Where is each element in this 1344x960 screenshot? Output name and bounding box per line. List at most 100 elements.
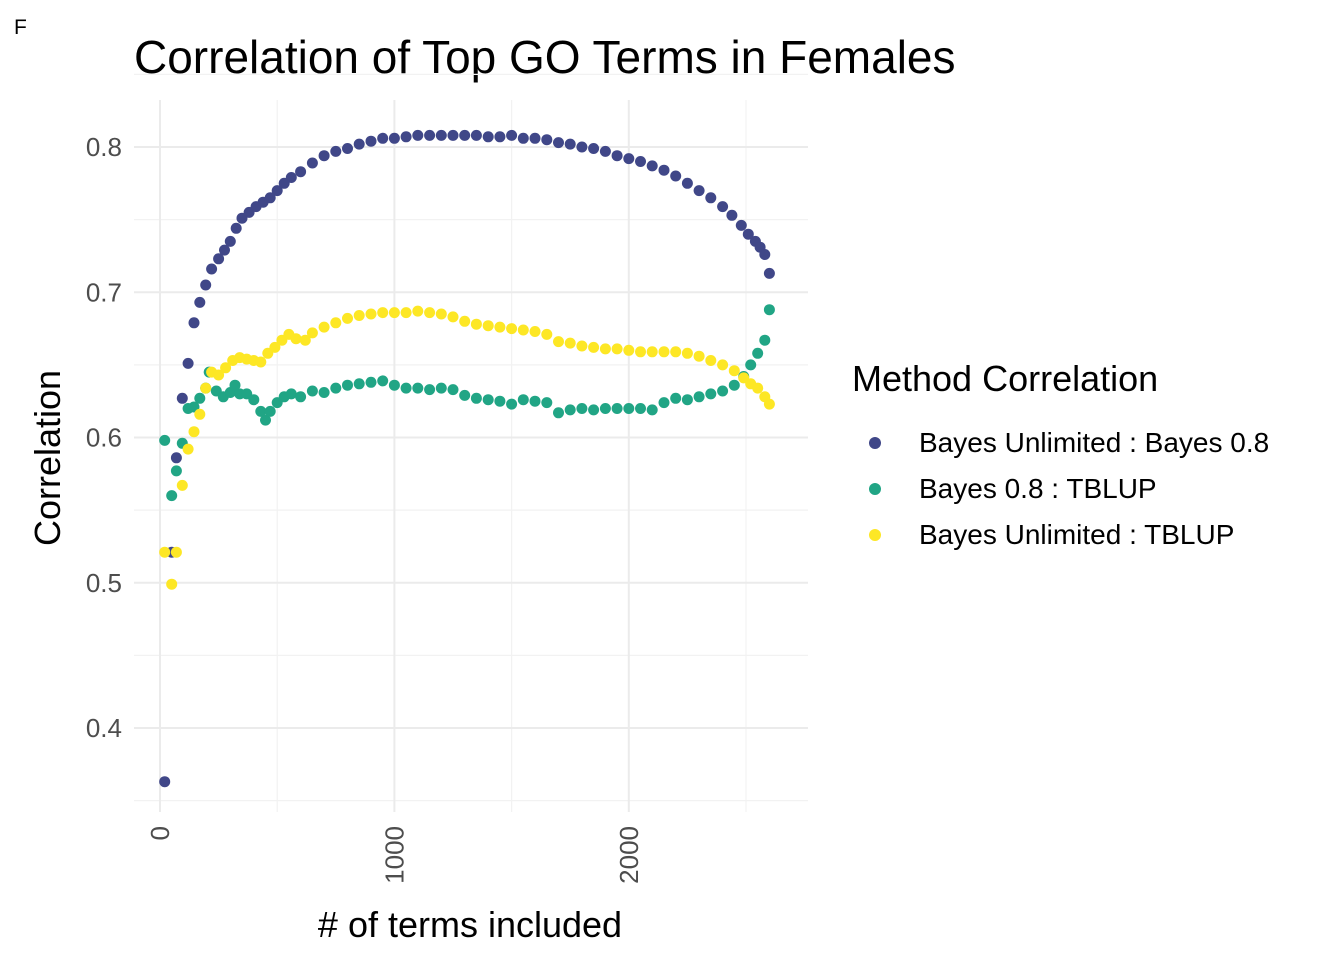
data-point xyxy=(285,388,297,400)
data-point xyxy=(705,192,717,204)
data-point xyxy=(763,398,775,410)
legend-item: Bayes 0.8 : TBLUP xyxy=(852,466,1269,512)
data-point xyxy=(506,323,518,335)
data-point xyxy=(623,344,635,356)
data-point xyxy=(377,375,389,387)
data-point xyxy=(646,346,658,358)
data-point xyxy=(447,311,459,323)
data-point xyxy=(564,337,576,349)
data-point xyxy=(745,359,757,371)
data-point xyxy=(388,307,400,319)
data-point xyxy=(176,479,188,491)
data-point xyxy=(424,307,436,319)
data-point xyxy=(330,382,342,394)
data-point xyxy=(728,365,740,377)
legend-key xyxy=(869,529,881,541)
data-point xyxy=(213,253,225,265)
data-point xyxy=(611,150,623,162)
data-point xyxy=(752,347,764,359)
legend: Method Correlation Bayes Unlimited : Bay… xyxy=(852,358,1269,558)
data-point xyxy=(717,359,729,371)
data-point xyxy=(635,403,646,414)
data-point xyxy=(623,153,635,165)
data-point xyxy=(646,160,658,172)
data-point xyxy=(599,403,611,414)
data-point xyxy=(166,578,178,590)
data-point xyxy=(170,465,182,477)
data-point xyxy=(299,334,311,346)
data-point xyxy=(470,392,482,404)
y-axis-title: Correlation xyxy=(27,370,68,546)
series-3 xyxy=(159,305,775,590)
data-point xyxy=(553,137,564,149)
data-point xyxy=(576,340,588,352)
data-point xyxy=(170,546,182,558)
data-point xyxy=(230,222,242,234)
data-point xyxy=(705,388,717,400)
data-point xyxy=(717,201,729,213)
data-point xyxy=(342,143,353,154)
data-point xyxy=(435,308,447,320)
x-tick-label: 2000 xyxy=(614,826,644,884)
data-point xyxy=(506,129,518,141)
data-point xyxy=(541,134,553,146)
legend-label: Bayes Unlimited : TBLUP xyxy=(919,519,1235,550)
legend-title: Method Correlation xyxy=(852,358,1159,399)
data-point xyxy=(494,131,506,143)
data-point xyxy=(159,546,171,558)
data-point xyxy=(759,249,771,260)
data-point xyxy=(763,304,775,316)
data-point xyxy=(194,296,206,308)
data-point xyxy=(224,235,236,247)
data-point xyxy=(342,312,353,324)
data-point xyxy=(763,267,775,279)
data-point xyxy=(269,341,281,353)
panel-tag: F xyxy=(14,16,27,39)
x-tick-label: 1000 xyxy=(379,826,409,884)
data-point xyxy=(681,177,693,189)
data-point xyxy=(400,131,412,143)
data-point xyxy=(623,403,635,414)
data-point xyxy=(166,490,178,502)
data-point xyxy=(447,129,459,141)
data-point xyxy=(735,219,747,231)
data-point xyxy=(255,356,267,368)
data-point xyxy=(611,343,623,355)
data-point xyxy=(529,132,541,144)
y-tick-label: 0.8 xyxy=(86,132,122,162)
data-points xyxy=(159,129,775,788)
data-point xyxy=(159,776,171,788)
data-point xyxy=(200,382,212,394)
data-point xyxy=(182,443,194,455)
data-point xyxy=(728,379,740,391)
data-point xyxy=(517,394,529,406)
data-point xyxy=(412,305,424,317)
data-point xyxy=(646,404,658,416)
data-point xyxy=(306,157,318,169)
data-point xyxy=(388,132,400,144)
data-point xyxy=(318,387,330,398)
y-tick-label: 0.7 xyxy=(86,277,122,307)
data-point xyxy=(353,138,365,150)
data-point xyxy=(255,405,267,417)
data-point xyxy=(681,347,693,359)
data-point xyxy=(200,279,212,291)
data-point xyxy=(470,129,482,141)
data-point xyxy=(264,405,276,417)
data-point xyxy=(658,397,670,409)
data-point xyxy=(400,382,412,394)
data-point xyxy=(248,394,260,406)
data-point xyxy=(553,336,564,348)
x-tick-label: 0 xyxy=(145,826,175,840)
data-point xyxy=(494,395,506,407)
data-point xyxy=(447,384,459,396)
data-point xyxy=(599,343,611,355)
grid-minor xyxy=(134,73,808,812)
data-point xyxy=(611,403,623,414)
data-point xyxy=(170,452,182,464)
data-point xyxy=(459,389,471,401)
legend-items: Bayes Unlimited : Bayes 0.8 Bayes 0.8 : T… xyxy=(852,420,1269,558)
legend-label: Bayes 0.8 : TBLUP xyxy=(919,473,1157,504)
data-point xyxy=(188,426,200,438)
